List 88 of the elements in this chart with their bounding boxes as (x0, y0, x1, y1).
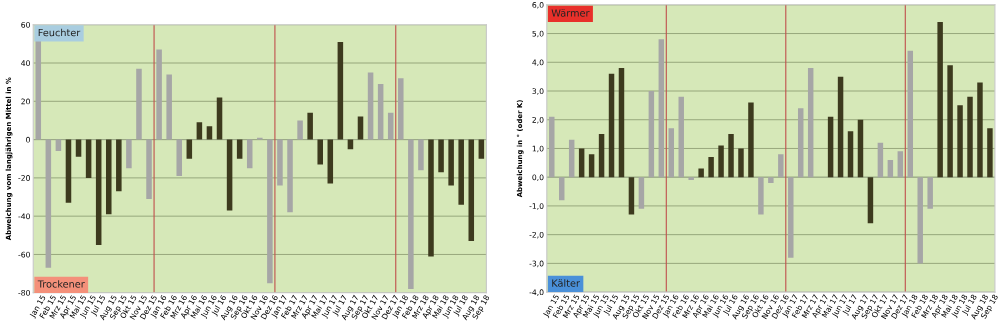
bar (618, 68, 625, 178)
bar (186, 139, 193, 159)
bar (937, 22, 943, 178)
bar (748, 102, 754, 178)
bar (887, 159, 894, 178)
bar (559, 177, 565, 201)
bar (568, 139, 575, 178)
bar (297, 120, 303, 140)
bar (668, 128, 675, 178)
bar (778, 154, 784, 178)
bar (857, 119, 864, 178)
bar (678, 96, 684, 178)
bar (387, 112, 394, 140)
bar (807, 68, 814, 178)
bar (337, 41, 344, 140)
bar (196, 122, 203, 140)
bar (448, 139, 454, 186)
bar (549, 116, 555, 178)
bar (478, 139, 485, 159)
bar (236, 139, 243, 159)
bar (166, 74, 172, 140)
annotation: Trockener (37, 280, 85, 288)
bar (728, 134, 734, 178)
bar (608, 73, 615, 178)
bar (698, 168, 704, 178)
bar (648, 91, 655, 178)
bar (136, 68, 142, 140)
bar (85, 139, 92, 178)
bar (438, 139, 444, 173)
bar (146, 139, 152, 199)
bar (398, 78, 404, 140)
bar (156, 49, 162, 140)
bar (847, 131, 854, 178)
bar (877, 142, 884, 178)
bar (718, 145, 724, 178)
bar (738, 148, 744, 178)
bar (598, 134, 605, 178)
bar (867, 177, 874, 224)
bar (578, 148, 585, 178)
bar (287, 139, 293, 213)
bar (216, 97, 223, 140)
bar (408, 139, 414, 289)
annotation: Kälter (552, 279, 580, 287)
bar (458, 139, 464, 205)
bar (638, 177, 645, 209)
bar (377, 84, 384, 140)
bar (688, 177, 694, 181)
bar (428, 139, 434, 257)
annotation: Wärmer (551, 9, 590, 17)
bar (957, 105, 963, 178)
bar (837, 76, 844, 178)
bar (658, 39, 665, 178)
bar (206, 126, 213, 140)
bar (418, 139, 424, 171)
bar (788, 177, 794, 258)
bar (307, 112, 313, 140)
bar (116, 139, 122, 192)
bar (628, 177, 635, 215)
bar (917, 177, 923, 264)
bar (277, 139, 283, 186)
bar (327, 139, 334, 184)
bar (987, 128, 993, 178)
bar (897, 151, 904, 178)
bar (977, 82, 983, 178)
bar (827, 116, 834, 178)
bar (947, 65, 953, 178)
bar (797, 108, 804, 178)
bar (768, 177, 774, 183)
bar (588, 154, 595, 178)
bar (708, 157, 714, 178)
annotation: Feuchter (38, 28, 81, 37)
bar (267, 139, 273, 284)
bar (357, 116, 364, 140)
bar (105, 139, 112, 215)
bar (967, 96, 973, 178)
bar (317, 139, 323, 165)
bar (45, 139, 52, 268)
bar (907, 50, 914, 178)
bar (176, 139, 183, 176)
bar (126, 139, 132, 169)
bar (95, 139, 102, 245)
bar (35, 40, 42, 140)
bar (65, 139, 72, 203)
bar (246, 139, 253, 169)
bar (758, 177, 764, 215)
bar (367, 72, 374, 140)
bar (927, 177, 933, 209)
bar (468, 139, 475, 242)
